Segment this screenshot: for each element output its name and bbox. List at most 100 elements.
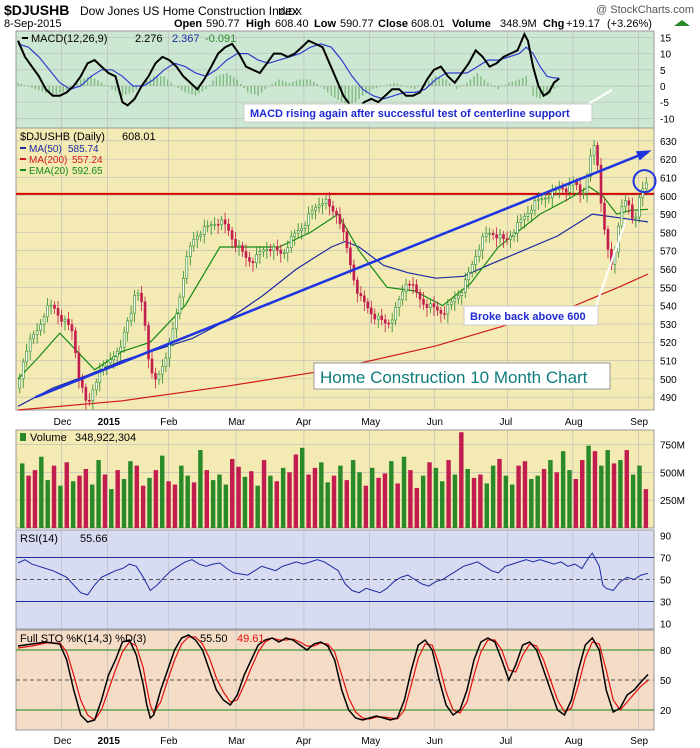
price-tick-label: 580 — [660, 228, 677, 239]
candle-body — [310, 210, 314, 215]
volume-bar — [160, 455, 165, 528]
candle-body — [644, 182, 648, 190]
candle-body — [411, 283, 415, 286]
candle-body — [394, 306, 397, 321]
macd-histogram-bar — [626, 85, 628, 87]
macd-line — [17, 31, 560, 110]
macd-histogram-bar — [441, 78, 444, 86]
candle-body — [627, 200, 631, 206]
price-tick-label: 540 — [660, 302, 677, 313]
candle-body — [342, 223, 345, 233]
price-legend-last: 608.01 — [122, 131, 156, 143]
macd-histogram-bar — [24, 85, 26, 86]
candle-body — [289, 236, 293, 248]
volume-bar — [64, 462, 69, 528]
candle-body — [397, 299, 401, 308]
macd-histogram-bar — [393, 82, 395, 86]
volume-bar — [643, 489, 649, 528]
ema20-legend-label: EMA(20) — [29, 166, 68, 177]
sto-legend-k: 55.50 — [200, 633, 228, 645]
trend-arrow-icon — [635, 150, 652, 161]
candle-body — [585, 176, 589, 194]
candle-body — [467, 271, 471, 281]
candle-body — [373, 313, 377, 320]
breakout-annotation: Broke back above 600 — [470, 311, 586, 323]
macd-histogram-bar — [466, 82, 468, 86]
volume-bar — [230, 458, 235, 528]
macd-histogram-bar — [511, 81, 513, 86]
candle-body — [401, 291, 404, 300]
volume-bar — [223, 484, 229, 528]
volume-bar — [637, 465, 642, 528]
candle-body — [147, 325, 150, 360]
volume-bar — [274, 481, 279, 528]
candle-body — [258, 251, 262, 255]
volume-bar — [319, 462, 324, 528]
candle-body — [105, 362, 109, 367]
candle-body — [199, 234, 203, 237]
volume-bar — [376, 477, 381, 528]
macd-histogram-bar — [267, 85, 270, 87]
macd-histogram-bar — [55, 85, 57, 95]
candle-body — [223, 219, 227, 225]
macd-histogram-bar — [135, 85, 138, 90]
ema20-line — [17, 185, 649, 380]
volume-bar — [210, 480, 216, 528]
candle-body — [446, 304, 450, 315]
sto-panel: 80 50 20 Full STO %K(14,3) %D(3) 55.50 49.… — [15, 629, 672, 731]
candle-body — [272, 246, 276, 252]
macd-histogram-bar — [643, 85, 646, 87]
candle-body — [56, 308, 60, 316]
candle-body — [547, 197, 551, 200]
candle-body — [317, 204, 321, 208]
macd-histogram-bar — [400, 84, 402, 86]
macd-histogram-bar — [410, 85, 413, 89]
exchange: INDX — [278, 7, 302, 18]
volume-bar — [459, 432, 464, 528]
macd-histogram-bar — [76, 82, 78, 86]
volume-value: 348.9M — [500, 18, 537, 30]
volume-bar — [446, 460, 451, 528]
macd-histogram-bar — [90, 76, 92, 86]
candle-body — [331, 205, 335, 212]
sto-tick-label: 20 — [660, 706, 672, 717]
candle-body — [596, 145, 599, 166]
breakout-annotation-box — [463, 305, 599, 326]
macd-histogram-bar — [327, 85, 329, 93]
macd-histogram-bar — [187, 85, 190, 94]
macd-histogram-bar — [285, 81, 287, 86]
x-tick-label: 2015 — [98, 736, 121, 747]
x-tick-label: Aug — [565, 736, 583, 747]
candle-body — [603, 202, 606, 230]
candle-body — [185, 256, 189, 279]
candle-body — [178, 296, 182, 315]
candle-body — [338, 214, 342, 225]
macd-histogram-bar — [428, 80, 430, 86]
candle-body — [244, 251, 248, 258]
candle-body — [488, 232, 491, 235]
volume-bar — [490, 465, 496, 528]
volume-bar — [172, 484, 178, 528]
candle-body — [491, 232, 495, 236]
macd-histogram-bar — [508, 82, 510, 86]
volume-bar — [242, 476, 248, 528]
macd-histogram-bar — [455, 85, 458, 90]
macd-histogram-bar — [229, 75, 232, 86]
open-label: Open — [174, 18, 202, 30]
macd-histogram-bar — [535, 85, 538, 98]
index-name: Dow Jones US Home Construction Index — [80, 4, 298, 18]
macd-histogram-bar — [414, 85, 416, 90]
chg-percent: (+3.26%) — [607, 18, 652, 30]
candle-body — [578, 184, 582, 194]
price-candles — [18, 139, 648, 410]
volume-bar — [624, 450, 629, 528]
volume-bar — [611, 463, 617, 528]
macd-histogram-bar — [434, 76, 437, 86]
volume-bar — [414, 487, 419, 528]
candle-body — [509, 235, 512, 240]
candle-body — [526, 212, 530, 217]
candle-body — [129, 312, 133, 322]
macd-histogram-bar — [222, 74, 225, 86]
price-tick-label: 560 — [660, 265, 677, 276]
macd-histogram-bar — [180, 85, 183, 91]
